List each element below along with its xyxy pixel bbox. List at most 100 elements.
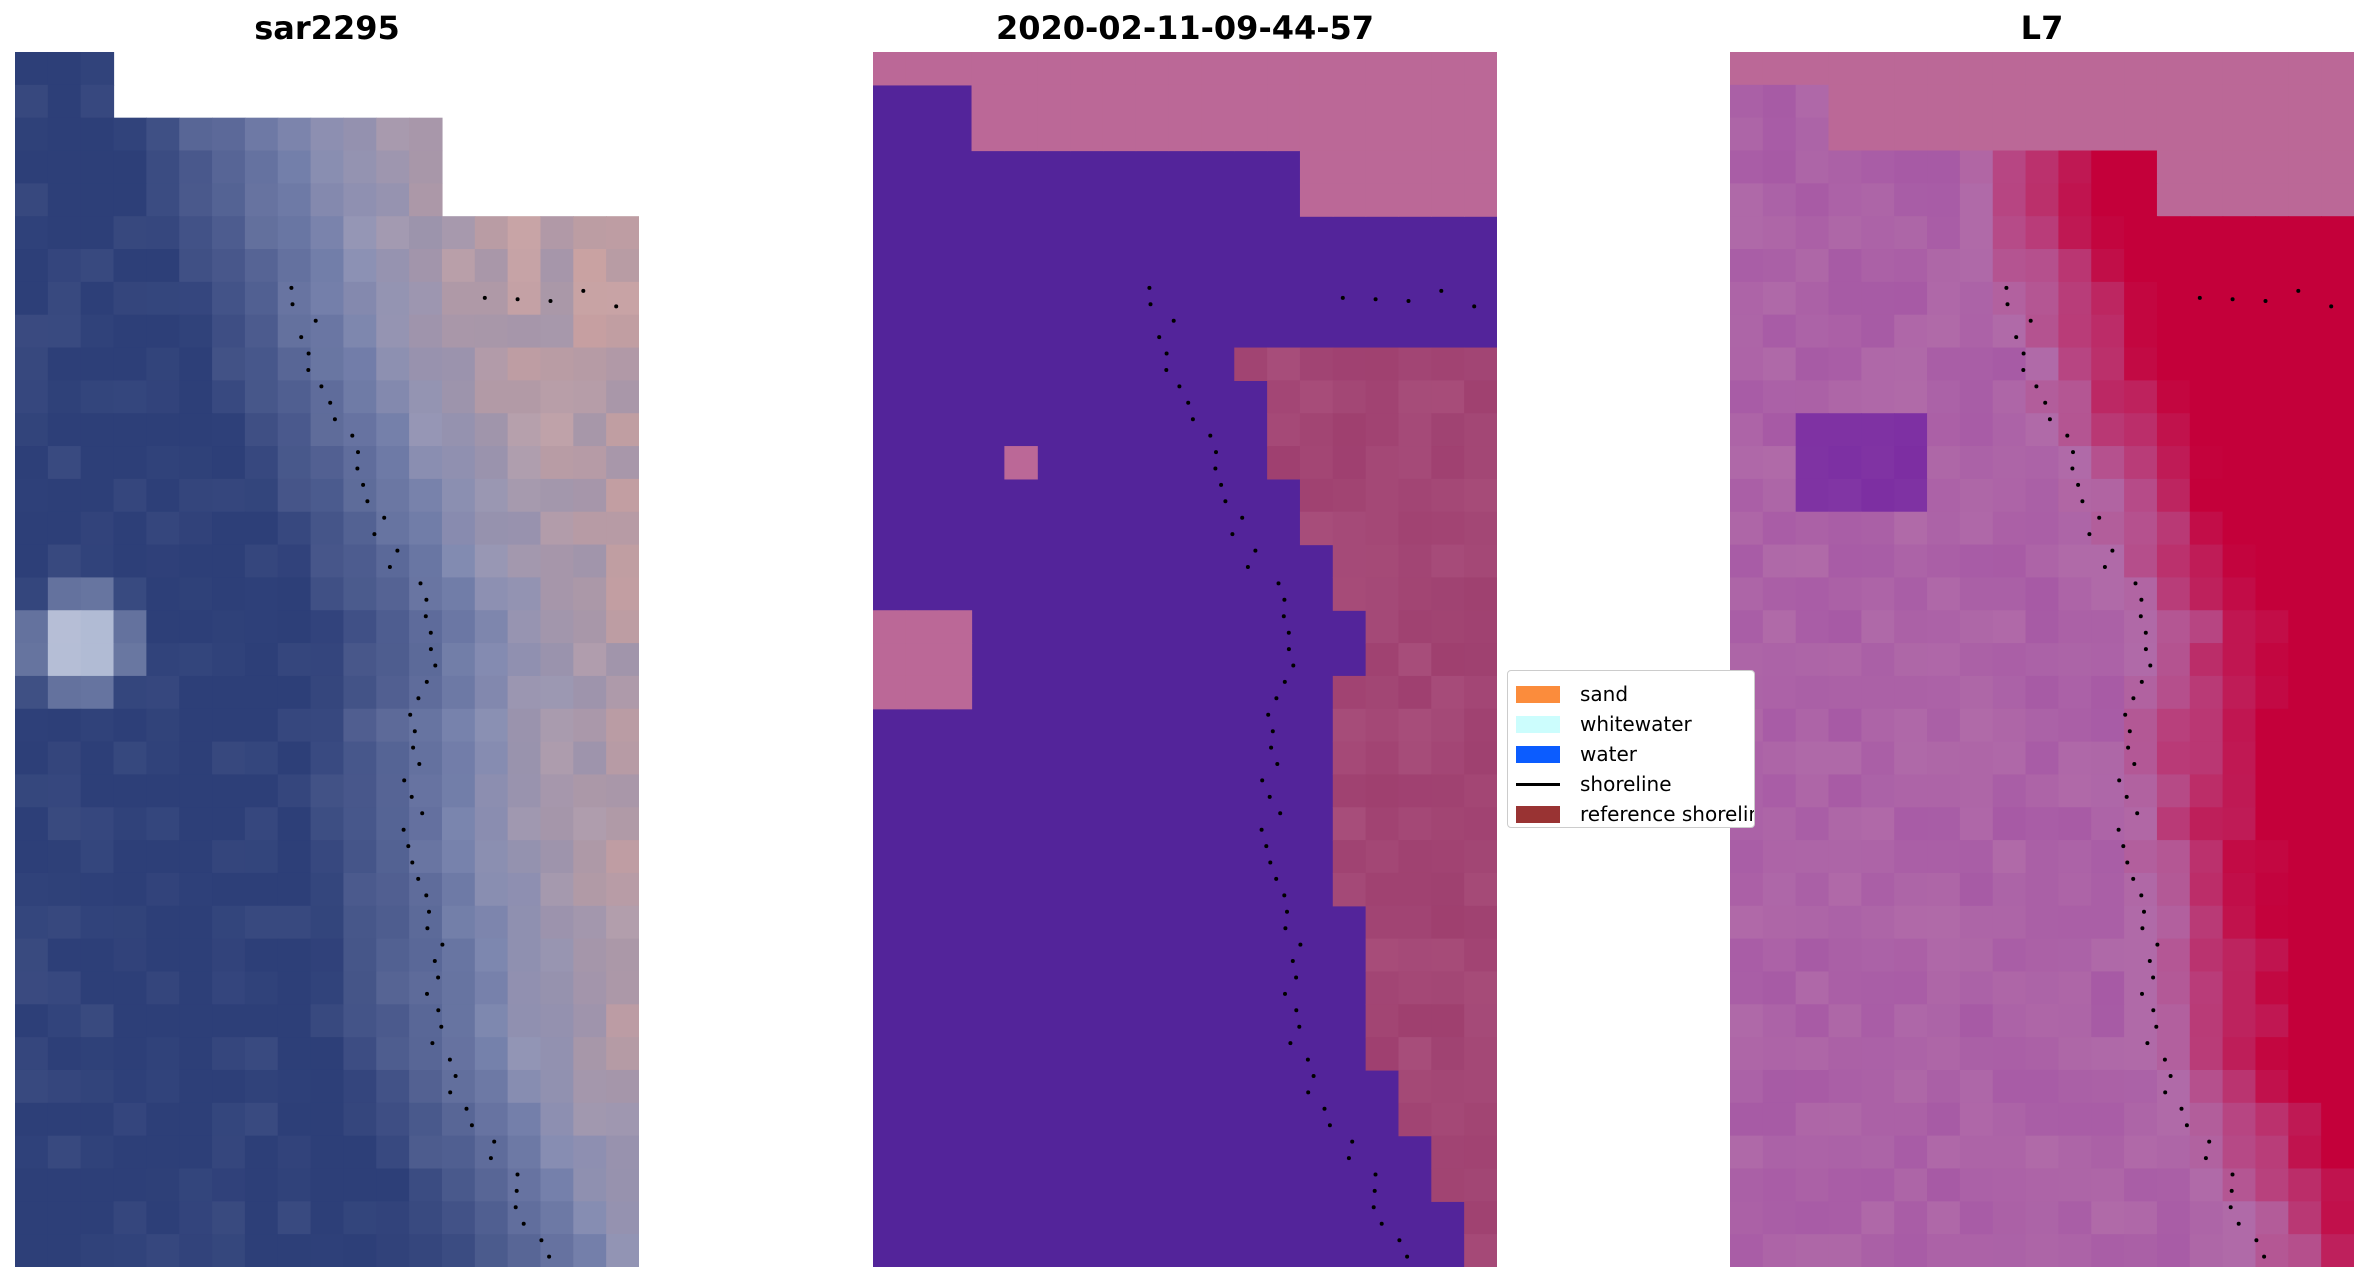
pixel bbox=[113, 281, 147, 316]
pixel bbox=[244, 1168, 279, 1202]
pixel bbox=[474, 643, 509, 677]
pixel bbox=[277, 1069, 312, 1104]
pixel bbox=[1861, 610, 1895, 644]
pixel bbox=[2025, 1069, 2060, 1104]
pixel bbox=[1464, 938, 1497, 973]
pixel bbox=[1927, 84, 1961, 119]
shoreline-point bbox=[1157, 335, 1162, 340]
pixel bbox=[2124, 249, 2158, 283]
pixel bbox=[1894, 905, 1928, 940]
pixel bbox=[1431, 117, 1465, 152]
pixel bbox=[1365, 905, 1400, 940]
pixel bbox=[2025, 1004, 2060, 1038]
pixel bbox=[474, 971, 509, 1005]
pixel bbox=[212, 1037, 246, 1071]
pixel bbox=[1762, 774, 1797, 808]
pixel bbox=[146, 643, 180, 677]
pixel bbox=[2058, 347, 2092, 381]
pixel bbox=[113, 610, 147, 644]
pixel bbox=[2156, 150, 2191, 184]
pixel bbox=[2321, 183, 2354, 217]
pixel bbox=[1365, 1004, 1400, 1038]
legend-swatch-sand bbox=[1516, 685, 1560, 703]
pixel bbox=[540, 216, 574, 250]
pixel bbox=[1828, 708, 1862, 743]
shoreline-point bbox=[1298, 942, 1303, 947]
pixel bbox=[1365, 52, 1400, 86]
shoreline-point bbox=[1281, 614, 1286, 619]
pixel bbox=[938, 643, 973, 677]
pixel bbox=[1894, 84, 1928, 119]
pixel bbox=[2222, 905, 2257, 940]
pixel bbox=[146, 347, 180, 381]
pixel bbox=[1762, 249, 1797, 283]
pixel bbox=[2255, 150, 2289, 184]
pixel bbox=[2288, 1102, 2322, 1137]
pixel bbox=[1730, 1004, 1764, 1038]
pixel bbox=[1398, 52, 1432, 86]
shoreline-point bbox=[1186, 400, 1191, 405]
pixel bbox=[376, 413, 410, 447]
pixel bbox=[113, 544, 147, 579]
shoreline-point bbox=[428, 630, 433, 635]
pixel bbox=[1894, 52, 1928, 86]
pixel bbox=[573, 1234, 607, 1267]
shoreline-point bbox=[406, 844, 411, 849]
pixel bbox=[2288, 544, 2322, 579]
pixel bbox=[343, 478, 377, 513]
shoreline-point bbox=[1288, 1041, 1293, 1046]
pixel bbox=[1795, 117, 1830, 152]
shoreline-point bbox=[382, 515, 387, 520]
shoreline-point bbox=[410, 860, 415, 865]
pixel bbox=[1267, 413, 1301, 447]
pixel bbox=[2222, 314, 2257, 349]
pixel bbox=[606, 905, 639, 940]
pixel bbox=[573, 643, 607, 677]
pixel bbox=[1894, 708, 1928, 743]
shoreline-point bbox=[1373, 1172, 1378, 1177]
pixel bbox=[2156, 544, 2191, 579]
pixel bbox=[1828, 675, 1862, 710]
pixel bbox=[212, 446, 246, 480]
pixel bbox=[540, 446, 574, 480]
pixel bbox=[1398, 150, 1432, 184]
pixel bbox=[2156, 511, 2191, 546]
pixel bbox=[573, 938, 607, 973]
pixel bbox=[1861, 52, 1895, 86]
pixel bbox=[2222, 446, 2257, 480]
pixel bbox=[1730, 216, 1764, 250]
pixel bbox=[1828, 183, 1862, 217]
pixel bbox=[113, 938, 147, 973]
pixel bbox=[1299, 380, 1334, 414]
pixel bbox=[212, 478, 246, 513]
pixel bbox=[2025, 1168, 2060, 1202]
pixel bbox=[2156, 1102, 2191, 1137]
pixel bbox=[15, 347, 49, 381]
pixel bbox=[2156, 84, 2191, 119]
pixel bbox=[1992, 281, 2027, 316]
pixel bbox=[1464, 1168, 1497, 1202]
pixel bbox=[1795, 1069, 1830, 1104]
shoreline-point bbox=[581, 288, 586, 293]
pixel bbox=[1959, 807, 1994, 841]
pixel bbox=[212, 150, 246, 184]
pixel bbox=[1828, 249, 1862, 283]
shoreline-point bbox=[2131, 876, 2136, 881]
pixel bbox=[2058, 544, 2092, 579]
pixel bbox=[2058, 511, 2092, 546]
pixel bbox=[179, 938, 213, 973]
pixel bbox=[474, 1102, 509, 1137]
pixel bbox=[310, 347, 345, 381]
pixel bbox=[2321, 1037, 2354, 1071]
pixel bbox=[2091, 183, 2125, 217]
shoreline-point bbox=[395, 548, 400, 553]
pixel bbox=[310, 216, 345, 250]
pixel bbox=[1861, 150, 1895, 184]
pixel bbox=[2189, 840, 2224, 874]
pixel bbox=[277, 938, 312, 973]
pixel bbox=[376, 183, 410, 217]
pixel bbox=[573, 1069, 607, 1104]
pixel bbox=[2189, 544, 2224, 579]
pixel bbox=[1795, 314, 1830, 349]
pixel bbox=[1959, 643, 1994, 677]
